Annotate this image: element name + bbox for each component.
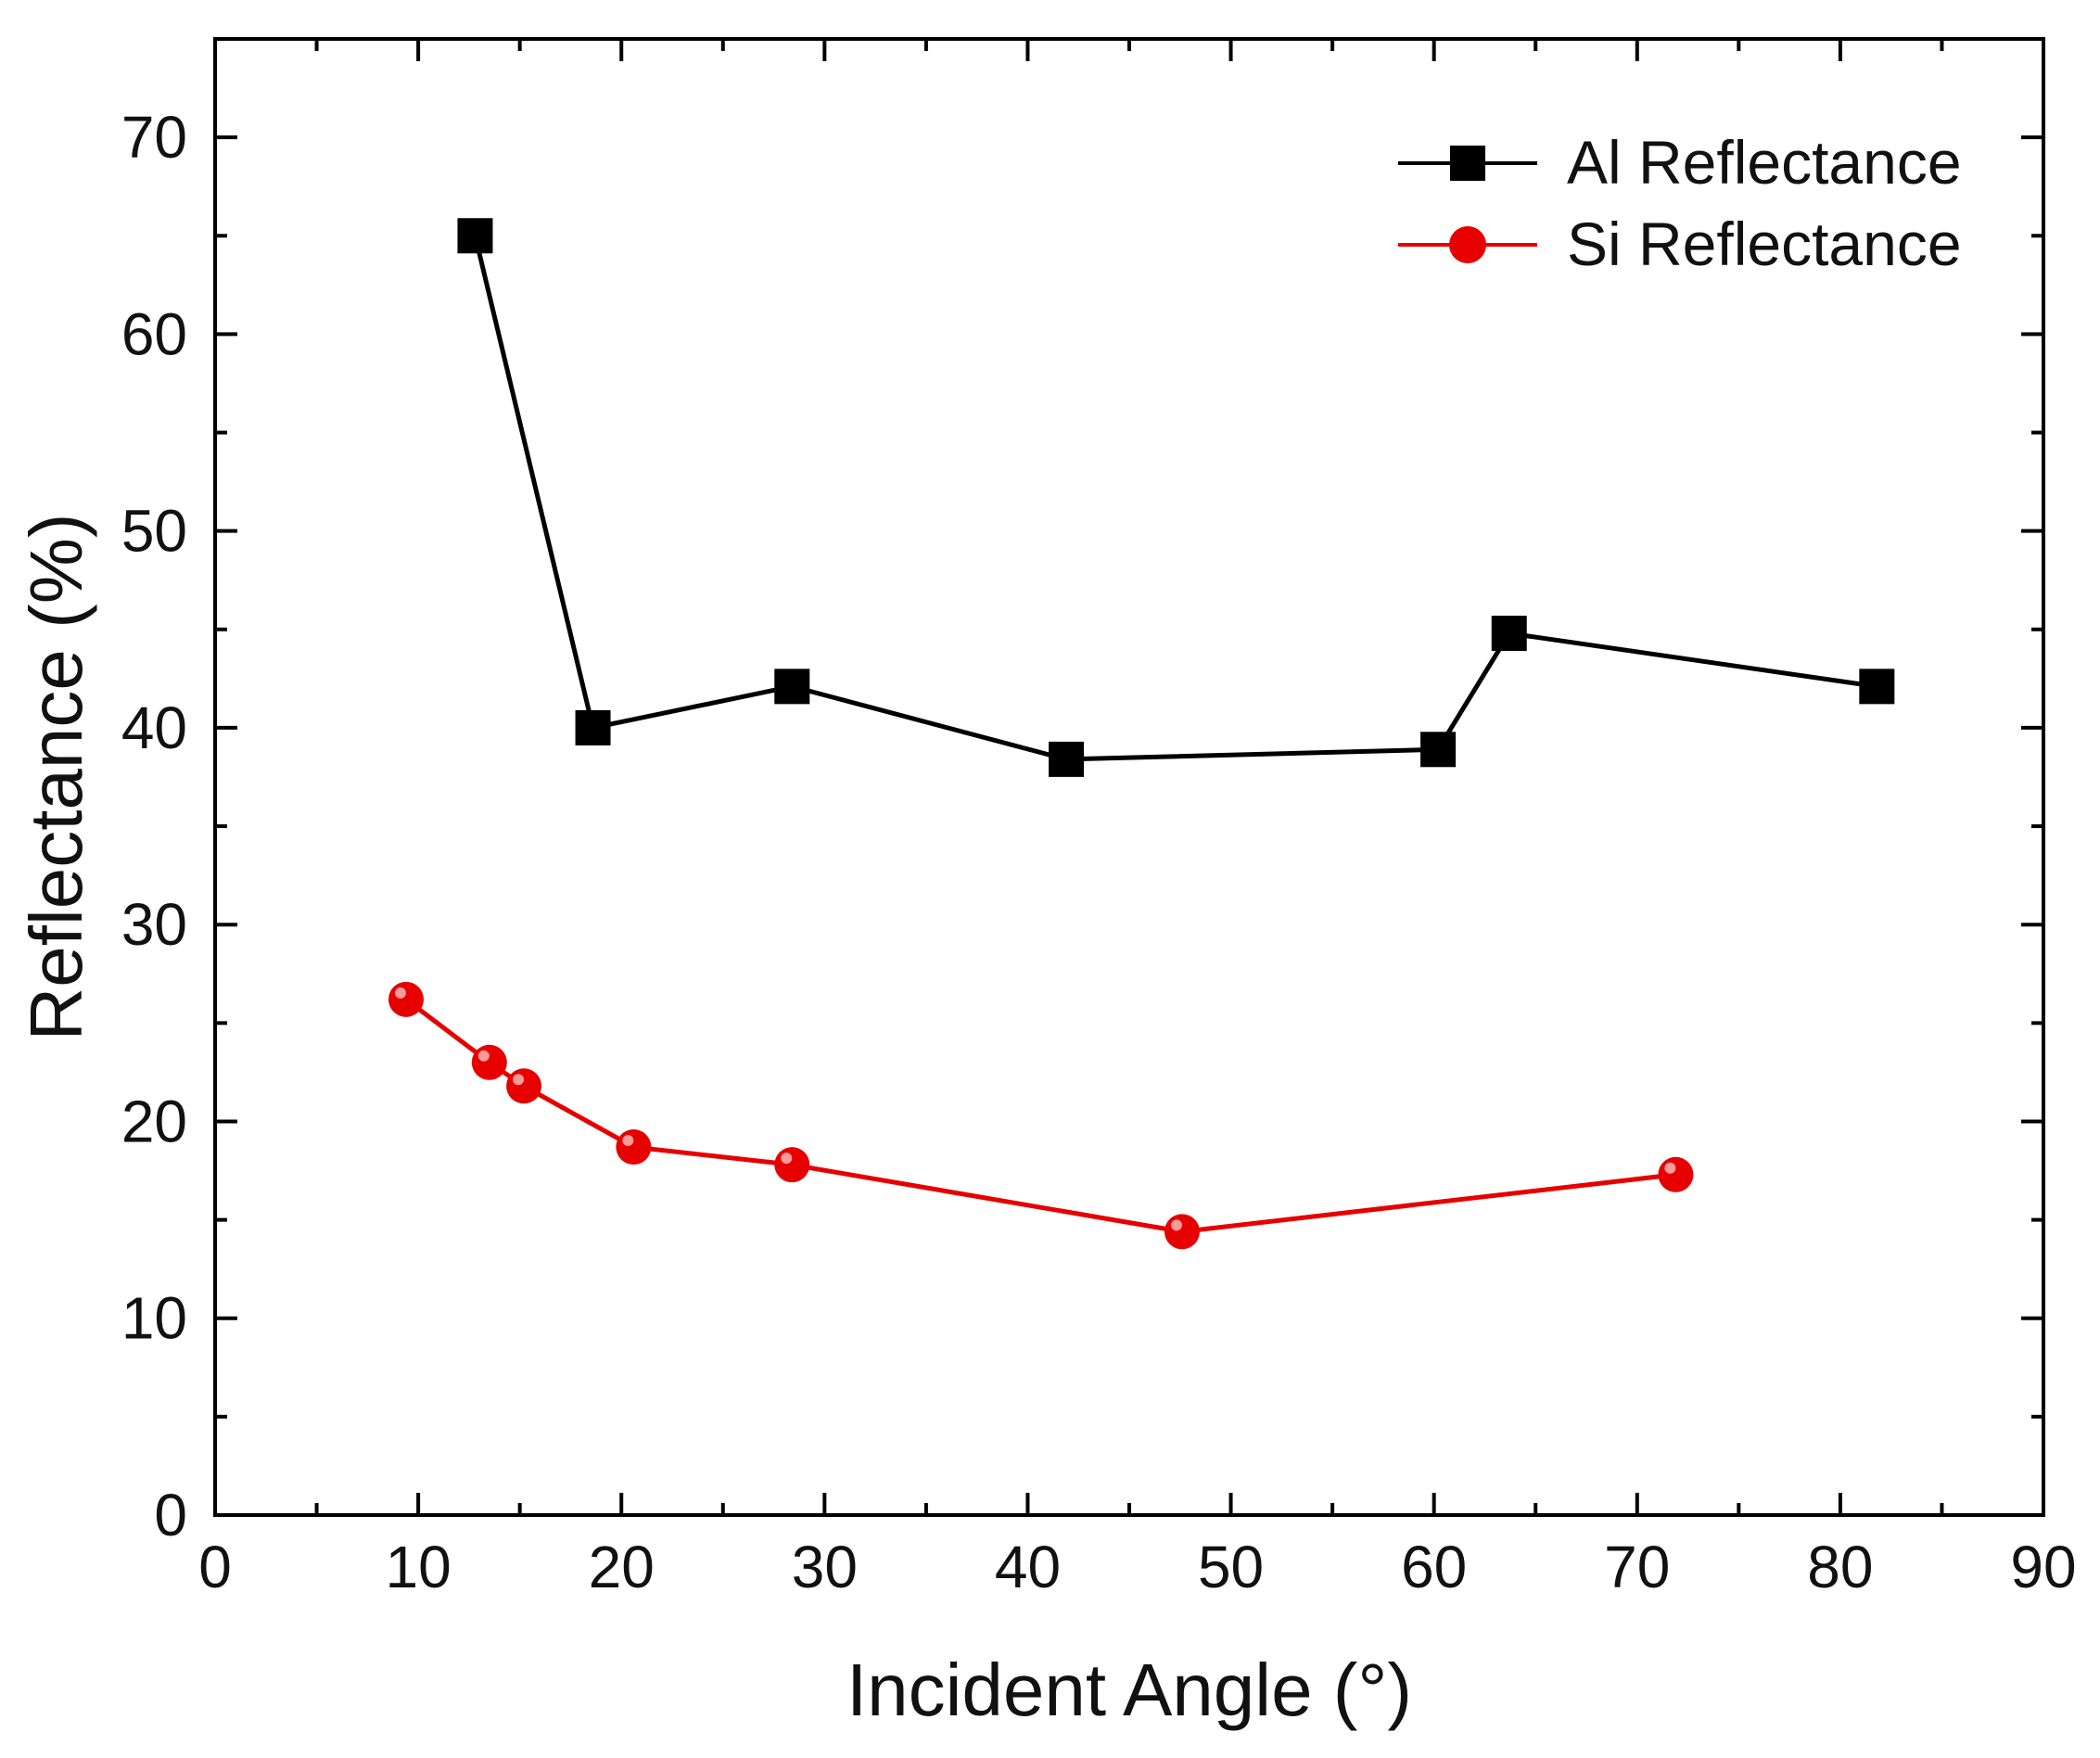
- x-tick-label: 70: [1604, 1534, 1670, 1600]
- x-tick-label: 20: [589, 1534, 655, 1600]
- data-point-highlight: [1664, 1162, 1676, 1174]
- y-tick-label: 10: [121, 1285, 187, 1352]
- tick-labels: 0 10 20 30 40 50 60 70 80 90 0 10 20 30 40 50 60 70: [121, 104, 2077, 1600]
- data-point-al: [774, 669, 810, 705]
- legend-marker-si: [1449, 226, 1486, 263]
- y-tick-label: 70: [121, 104, 187, 171]
- series-layer: [388, 218, 1895, 1250]
- data-point-highlight: [781, 1153, 793, 1165]
- y-tick-label: 40: [121, 694, 187, 761]
- y-tick-label: 50: [121, 498, 187, 565]
- data-point-al: [1049, 741, 1085, 777]
- y-tick-label: 30: [121, 891, 187, 958]
- x-tick-label: 80: [1807, 1534, 1873, 1600]
- data-point-al: [457, 218, 493, 254]
- data-point-si: [774, 1147, 810, 1183]
- data-point-si: [1164, 1214, 1200, 1250]
- data-point-highlight: [1170, 1219, 1182, 1231]
- data-point-highlight: [477, 1050, 490, 1062]
- x-tick-label: 10: [386, 1534, 452, 1600]
- x-tick-label: 60: [1401, 1534, 1467, 1600]
- plot-frame: [213, 37, 2045, 1517]
- y-tick-label: 0: [154, 1482, 187, 1548]
- legend-label-si: Si Reflectance: [1567, 210, 1962, 278]
- data-point-si: [1658, 1156, 1694, 1192]
- data-point-highlight: [622, 1135, 634, 1147]
- data-point-highlight: [394, 987, 406, 999]
- y-tick-label: 60: [121, 300, 187, 367]
- x-tick-label: 90: [2010, 1534, 2076, 1600]
- legend-label-al: Al Reflectance: [1567, 128, 1962, 197]
- data-point-al: [1420, 732, 1457, 768]
- series-line-si: [404, 997, 1676, 1234]
- data-point-si: [471, 1044, 507, 1080]
- legend-marker-al: [1450, 146, 1485, 181]
- data-point-si: [616, 1129, 652, 1166]
- series-line-al: [473, 235, 1877, 762]
- y-tick-label: 20: [121, 1088, 187, 1154]
- data-point-al: [1859, 669, 1895, 705]
- data-point-si: [506, 1068, 542, 1104]
- x-tick-label: 40: [995, 1534, 1061, 1600]
- data-point-al: [575, 709, 611, 745]
- x-tick-label: 50: [1198, 1534, 1264, 1600]
- x-tick-label: 30: [792, 1534, 858, 1600]
- data-point-al: [1491, 616, 1527, 652]
- y-axis-title: Reflectance (%): [15, 513, 97, 1040]
- data-point-highlight: [513, 1074, 525, 1086]
- data-point-si: [388, 981, 424, 1017]
- x-tick-label: 0: [198, 1534, 232, 1600]
- x-axis-title: Incident Angle (°): [846, 1649, 1412, 1731]
- legend: Al Reflectance Si Reflectance: [1398, 128, 1962, 278]
